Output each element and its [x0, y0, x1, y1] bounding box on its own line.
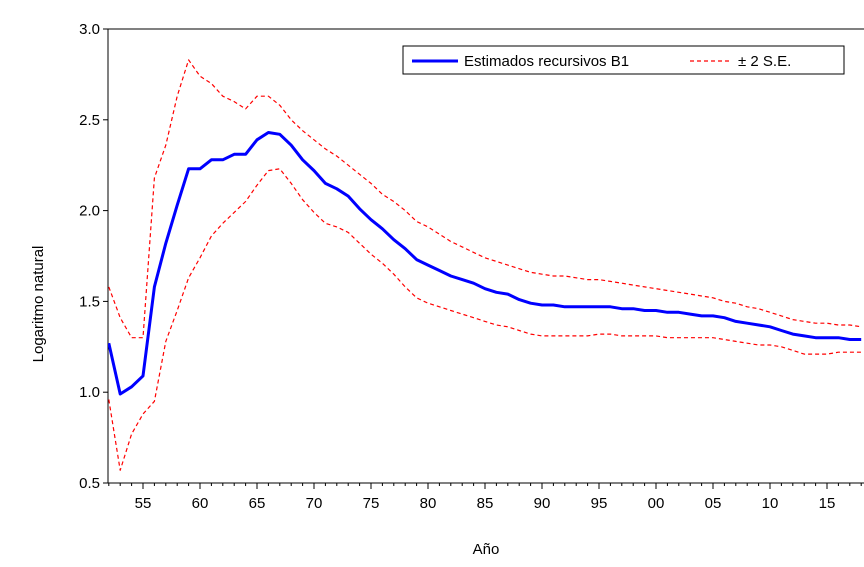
x-tick-label: 65	[249, 495, 266, 512]
legend-label-se: ± 2 S.E.	[738, 53, 791, 70]
x-tick-label: 95	[591, 495, 608, 512]
x-tick-label: 70	[306, 495, 323, 512]
y-tick-label: 3.0	[79, 21, 100, 38]
y-tick-label: 2.5	[79, 112, 100, 129]
x-tick-label: 55	[135, 495, 152, 512]
x-tick-label: 60	[192, 495, 209, 512]
legend-box	[402, 45, 845, 75]
x-tick-label: 75	[363, 495, 380, 512]
y-tick-label: 0.5	[79, 475, 100, 492]
x-tick-label: 05	[705, 495, 722, 512]
x-tick-label: 00	[648, 495, 665, 512]
x-tick-label: 80	[420, 495, 437, 512]
x-tick-label: 85	[477, 495, 494, 512]
series-line-lower-se	[108, 168, 862, 471]
legend: Estimados recursivos B1 ± 2 S.E.	[402, 45, 845, 75]
y-axis-title: Logaritmo natural	[30, 246, 47, 363]
series-line-upper-se	[108, 59, 862, 339]
y-tick-label: 2.0	[79, 203, 100, 220]
legend-label-estimates: Estimados recursivos B1	[464, 53, 629, 70]
plot-frame	[107, 28, 864, 484]
y-tick-label: 1.0	[79, 384, 100, 401]
x-tick-label: 10	[762, 495, 779, 512]
y-axis: 0.5 1.0 1.5 2.0 2.5 3.0	[79, 21, 108, 492]
x-tick-label: 90	[534, 495, 551, 512]
series-lines	[108, 59, 862, 471]
x-axis-title: Año	[473, 541, 500, 558]
y-tick-label: 1.5	[79, 293, 100, 310]
series-line-estimates	[108, 131, 862, 396]
x-axis: 55 60 65 70 75 80 85 90 95 00 05 10 15	[108, 483, 862, 512]
x-tick-label: 15	[819, 495, 836, 512]
